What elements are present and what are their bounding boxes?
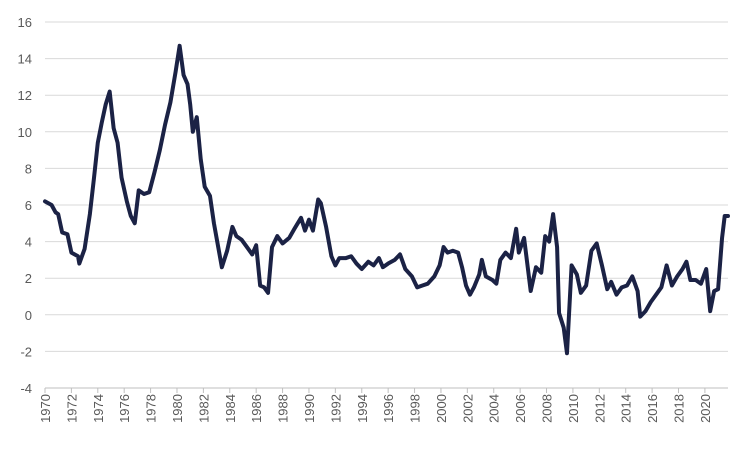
- x-tick-label: 2020: [698, 394, 713, 423]
- line-series: [43, 43, 730, 356]
- y-tick-label: 4: [25, 235, 32, 250]
- x-tick-label: 1980: [170, 394, 185, 423]
- x-tick-label: 1998: [408, 394, 423, 423]
- x-tick-label: 2018: [672, 394, 687, 423]
- y-tick-label: 14: [18, 52, 32, 67]
- x-tick-label: 1982: [196, 394, 211, 423]
- x-tick-label: 2008: [540, 394, 555, 423]
- x-tick-label: 2010: [566, 394, 581, 423]
- x-tick-label: 1972: [64, 394, 79, 423]
- x-tick-label: 1996: [381, 394, 396, 423]
- x-tick-label: 1976: [117, 394, 132, 423]
- y-tick-label: 12: [18, 88, 32, 103]
- x-tick-label: 1984: [223, 394, 238, 423]
- x-tick-label: 2006: [513, 394, 528, 423]
- x-tick-label: 1974: [91, 394, 106, 423]
- y-tick-label: 2: [25, 271, 32, 286]
- x-tick-label: 2002: [460, 394, 475, 423]
- x-tick-label: 2000: [434, 394, 449, 423]
- x-tick-label: 2016: [645, 394, 660, 423]
- x-tick-label: 1988: [276, 394, 291, 423]
- y-tick-label: 6: [25, 198, 32, 213]
- x-tick-label: 1978: [144, 394, 159, 423]
- x-tick-label: 1994: [355, 394, 370, 423]
- y-tick-label: 16: [18, 15, 32, 30]
- x-tick-label: 1992: [328, 394, 343, 423]
- y-tick-label: 0: [25, 308, 32, 323]
- x-tick-label: 1970: [38, 394, 53, 423]
- x-tick-label: 1990: [302, 394, 317, 423]
- y-tick-label: -2: [20, 344, 32, 359]
- x-tick-label: 1986: [249, 394, 264, 423]
- y-tick-label: -4: [20, 381, 32, 396]
- x-tick-label: 2004: [487, 394, 502, 423]
- y-tick-label: 8: [25, 161, 32, 176]
- x-tick-label: 2014: [619, 394, 634, 423]
- y-tick-label: 10: [18, 125, 32, 140]
- x-tick-label: 2012: [592, 394, 607, 423]
